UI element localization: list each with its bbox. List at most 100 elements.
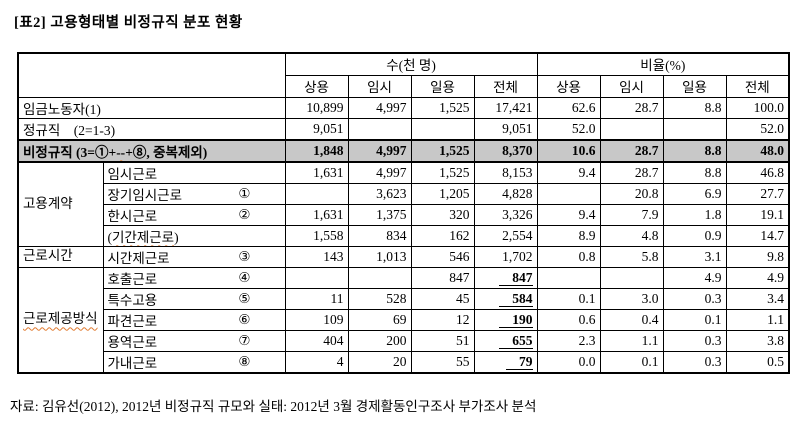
header-row-groups: 수(천 명) 비율(%) (17, 52, 790, 98)
group-label: 근로제공방식 (17, 266, 104, 373)
row-label: (기간제근로) (102, 224, 286, 247)
ratio-cell: 0.1 (662, 308, 727, 331)
count-cell: 3,326 (473, 203, 538, 226)
count-cell: 2,554 (473, 224, 538, 247)
count-cell: 162 (410, 224, 475, 247)
row-label: 한시근로 ② (102, 203, 286, 226)
ratio-cell: 28.7 (599, 161, 664, 184)
count-col-header: 상용 (284, 74, 349, 98)
table-row: 파견근로 ⑥ 109 69 12 190 0.6 0.4 0.1 1.1 (18, 308, 790, 331)
count-cell: 320 (410, 203, 475, 226)
count-cell: 528 (347, 287, 412, 310)
ratio-cell: 100.0 (725, 96, 790, 119)
ratio-cell: 0.3 (662, 350, 727, 373)
circled-number-marker: ① (238, 185, 251, 201)
count-cell: 1,702 (473, 245, 538, 268)
row-label: 정규직 (2=1-3) (17, 117, 286, 140)
table-row: 고용계약 임시근로 1,631 4,997 1,525 8,153 9.4 28.7 8.8 46… (17, 161, 790, 247)
table-row: 정규직 (2=1-3) 9,051 9,051 52.0 52.0 (17, 117, 790, 140)
row-label: 시간제근로 ③ (102, 245, 286, 268)
count-col-header: 일용 (410, 74, 475, 98)
count-cell (347, 266, 412, 289)
count-cell: 79 (473, 350, 538, 373)
count-cell: 4,997 (347, 96, 412, 119)
ratio-cell: 0.4 (599, 308, 664, 331)
ratio-cell: 52.0 (536, 117, 601, 140)
ratio-cell: 0.1 (599, 350, 664, 373)
ratio-cell: 1.1 (725, 308, 790, 331)
row-label: 호출근로 ④ (102, 266, 286, 289)
row-label: 특수고용 ⑤ (102, 287, 286, 310)
table-body: 임금노동자(1) 10,899 4,997 1,525 17,421 62.6 28.7 8.… (17, 96, 790, 373)
ratio-cell: 62.6 (536, 96, 601, 119)
table-row: 가내근로 ⑧ 4 20 55 79 0.0 0.1 0.3 0.5 (18, 350, 790, 373)
count-cell: 834 (347, 224, 412, 247)
corner-cell (17, 52, 286, 98)
circled-number-marker: ② (238, 206, 251, 222)
row-label: 파견근로 ⑥ (102, 308, 286, 331)
ratio-group-header: 비율(%) (536, 52, 790, 76)
ratio-col-header: 임시 (599, 74, 664, 98)
count-cell: 109 (284, 308, 349, 331)
table-row: 한시근로 ② 1,631 1,375 320 3,326 9.4 7.9 1.8 19.1 (18, 203, 790, 226)
ratio-cell: 28.7 (599, 96, 664, 119)
count-cell: 69 (347, 308, 412, 331)
table-row: 장기임시근로 ① 3,623 1,205 4,828 20.8 6.9 27.7 (18, 182, 790, 205)
count-cell: 847 (473, 266, 538, 289)
table-row: 비정규직 (3=①+--+⑧, 중복제외) 1,848 4,997 1,525 8,37… (17, 138, 790, 163)
circled-number-marker: ④ (238, 269, 251, 285)
count-cell: 1,525 (410, 96, 475, 119)
count-cell: 847 (410, 266, 475, 289)
ratio-cell: 14.7 (725, 224, 790, 247)
ratio-cell: 8.9 (536, 224, 601, 247)
ratio-cell: 0.3 (662, 287, 727, 310)
ratio-cell: 1.1 (599, 329, 664, 352)
count-cell: 3,623 (347, 182, 412, 205)
ratio-cell: 3.4 (725, 287, 790, 310)
count-cell: 9,051 (473, 117, 538, 140)
circled-number-marker: ③ (238, 248, 251, 264)
count-cell: 51 (410, 329, 475, 352)
source-note: 자료: 김유선(2012), 2012년 비정규직 규모와 실태: 2012년 … (10, 399, 537, 414)
employment-distribution-table: 수(천 명) 비율(%) 상용 임시 일용 전체 상용 임시 일용 전체 임금노… (17, 52, 791, 374)
ratio-cell (599, 266, 664, 289)
count-cell: 55 (410, 350, 475, 373)
row-label: 임금노동자(1) (17, 96, 286, 119)
ratio-cell: 2.3 (536, 329, 601, 352)
ratio-cell: 5.8 (599, 245, 664, 268)
ratio-cell (536, 266, 601, 289)
ratio-cell: 0.5 (725, 350, 790, 373)
ratio-cell: 6.9 (662, 182, 727, 205)
ratio-cell: 46.8 (725, 161, 790, 184)
ratio-cell: 7.9 (599, 203, 664, 226)
count-cell: 1,525 (410, 138, 475, 163)
count-cell: 190 (473, 308, 538, 331)
ratio-cell: 9.4 (536, 203, 601, 226)
count-cell: 8,153 (473, 161, 538, 184)
ratio-cell: 10.6 (536, 138, 601, 163)
count-cell: 10,899 (284, 96, 349, 119)
table-row: 근로시간 시간제근로 ③ 143 1,013 546 1,702 0.8 5.8 3.1 9.8 (17, 245, 790, 268)
ratio-cell (662, 117, 727, 140)
count-cell: 1,631 (284, 203, 349, 226)
ratio-cell: 8.8 (662, 161, 727, 184)
count-cell: 11 (284, 287, 349, 310)
circled-number-marker: ⑧ (238, 353, 251, 369)
ratio-col-header: 전체 (725, 74, 790, 98)
group-label: 고용계약 (17, 161, 104, 247)
ratio-cell: 4.9 (662, 266, 727, 289)
count-cell: 1,205 (410, 182, 475, 205)
row-label: 장기임시근로 ① (102, 182, 286, 205)
count-cell (284, 266, 349, 289)
ratio-cell (599, 117, 664, 140)
count-cell: 4,828 (473, 182, 538, 205)
count-cell: 20 (347, 350, 412, 373)
ratio-cell: 0.1 (536, 287, 601, 310)
ratio-col-header: 일용 (662, 74, 727, 98)
count-cell: 404 (284, 329, 349, 352)
count-cell: 1,558 (284, 224, 349, 247)
ratio-cell: 0.8 (536, 245, 601, 268)
row-label: 비정규직 (3=①+--+⑧, 중복제외) (17, 138, 286, 163)
ratio-cell: 0.0 (536, 350, 601, 373)
count-cell (410, 117, 475, 140)
